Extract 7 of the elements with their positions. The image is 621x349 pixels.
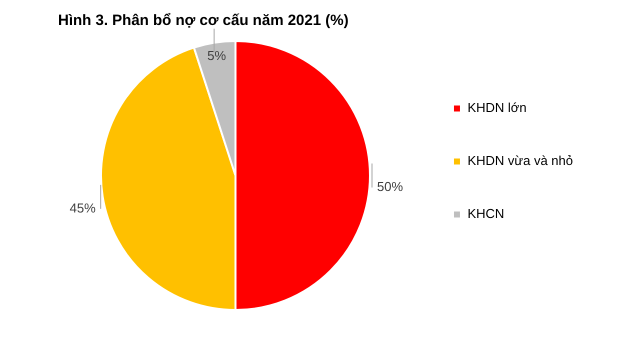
data-label: 45% — [70, 200, 96, 216]
data-label: 50% — [376, 179, 404, 194]
chart-title: Hình 3. Phân bổ nợ cơ cấu năm 2021 (%) — [58, 12, 349, 30]
legend-label: KHCN — [467, 206, 504, 222]
legend-label: KHDN vừa và nhỏ — [467, 153, 574, 168]
legend-label: KHDN lớn — [467, 100, 527, 116]
data-label: 5% — [207, 48, 226, 64]
